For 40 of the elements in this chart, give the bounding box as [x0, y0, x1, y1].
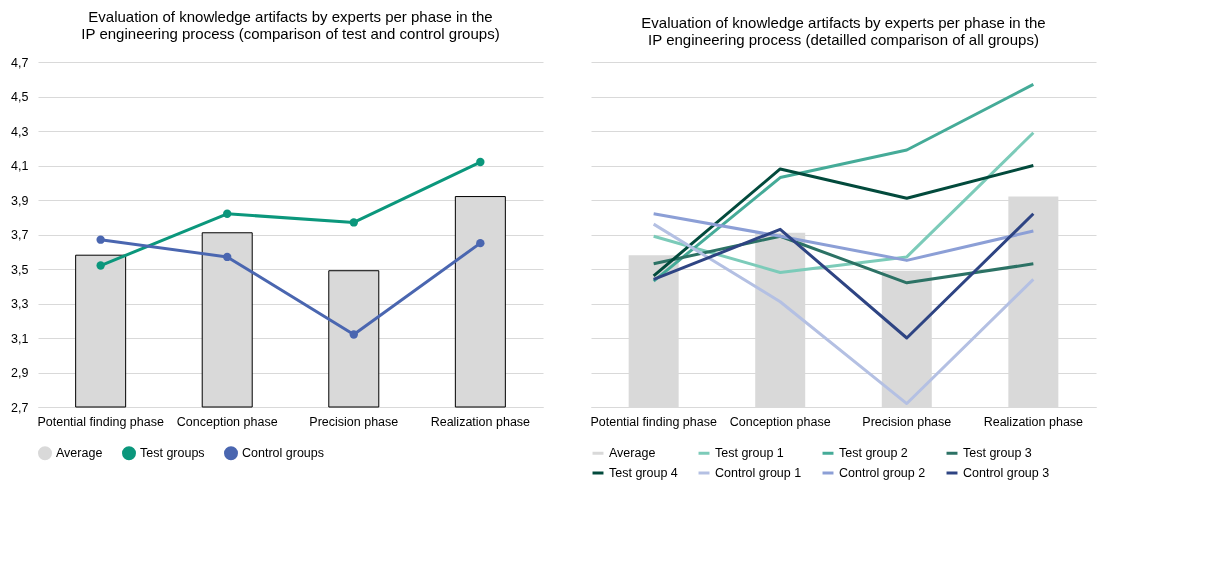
x-tick-label: Potential finding phase: [37, 414, 164, 429]
x-tick-label: Conception phase: [729, 414, 831, 429]
point: [349, 218, 358, 227]
point: [349, 330, 358, 339]
y-tick-label: 3,3: [11, 297, 29, 311]
y-tick-label: 4,5: [11, 90, 29, 104]
legend-label: Test group 2: [839, 446, 908, 461]
y-tick-label: 4,3: [11, 124, 29, 139]
legend-label: Control group 1: [715, 466, 802, 480]
y-tick-label: 2,7: [11, 400, 29, 415]
legend-label: Test group 3: [963, 446, 1032, 461]
x-tick-label: Conception phase: [176, 414, 278, 429]
legend-label: Average: [609, 446, 656, 461]
y-tick-label: 3,7: [11, 228, 29, 242]
point: [223, 252, 232, 262]
legend-label: Control group 3: [963, 466, 1050, 480]
legend-label: Test groups: [140, 446, 205, 461]
y-tick-label: 3,9: [11, 193, 29, 208]
y-tick-label: 3,1: [11, 331, 29, 346]
legend-label: Average: [56, 446, 103, 461]
legend-label: Control group 2: [839, 466, 926, 480]
x-tick-label: Precision phase: [862, 414, 952, 429]
x-tick-label: Realization phase: [983, 414, 1084, 429]
chart-title: Evaluation of knowledge artifacts by experts per phase in the IP engineering process (comparison of test and control groups): [81, 8, 500, 42]
legend-label: Control groups: [242, 446, 324, 461]
y-tick-label: 4,1: [11, 159, 29, 173]
point: [96, 261, 105, 270]
point: [476, 157, 485, 167]
point: [476, 238, 485, 248]
x-tick-label: Precision phase: [309, 414, 399, 429]
x-tick-label: Realization phase: [430, 414, 531, 429]
y-tick-label: 2,9: [11, 366, 29, 380]
point: [223, 209, 232, 218]
legend-label: Test group 1: [715, 446, 784, 461]
y-tick-label: 3,5: [11, 262, 29, 277]
point: [96, 235, 105, 244]
legend-label: Test group 4: [609, 466, 678, 480]
chart-title: Evaluation of knowledge artifacts by experts per phase in the IP engineering process (detailled comparison of all groups): [641, 14, 1046, 48]
y-tick-label: 4,7: [11, 55, 29, 70]
x-tick-label: Potential finding phase: [590, 414, 717, 429]
